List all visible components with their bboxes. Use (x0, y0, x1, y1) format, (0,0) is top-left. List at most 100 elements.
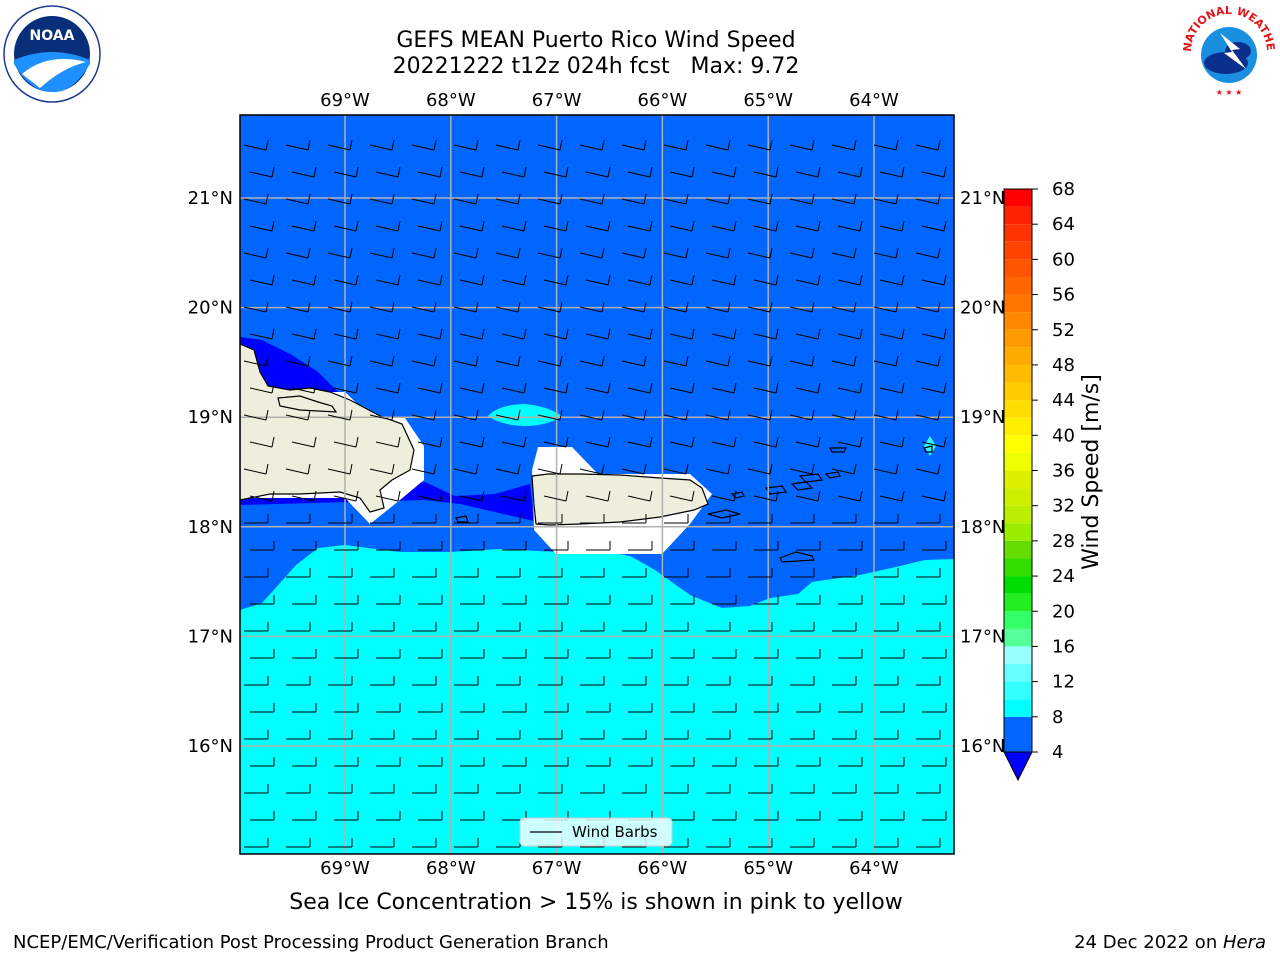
wind-barb (538, 730, 563, 740)
wind-barb (369, 463, 395, 475)
wind-barb (663, 193, 689, 205)
colorbar-tick-label: 40 (1052, 425, 1075, 446)
wind-barb (375, 436, 401, 448)
lon-tick-label: 65°W (743, 858, 793, 879)
wind-barb (796, 595, 821, 605)
wind-barb (544, 649, 569, 659)
wind-barb (537, 193, 563, 205)
colorbar-segment (1004, 347, 1032, 365)
wind-barb (417, 220, 443, 232)
wind-barb (417, 436, 443, 448)
wind-barb (417, 382, 443, 394)
wind-barb (496, 676, 521, 686)
wind-barb (832, 568, 857, 578)
wind-barb (369, 301, 395, 313)
wind-barb (790, 514, 815, 524)
wind-barb (621, 409, 647, 421)
colorbar-tick-label: 32 (1052, 496, 1075, 517)
colorbar-segment (1004, 470, 1032, 489)
wind-barb (369, 193, 395, 205)
wind-barb (621, 247, 647, 259)
wind-barb (285, 409, 311, 421)
wind-barb (412, 676, 437, 686)
colorbar-segment (1004, 558, 1032, 577)
wind-barb (873, 409, 899, 421)
wind-barb (286, 676, 311, 686)
wind-barb (837, 436, 863, 448)
wind-barb (916, 784, 941, 794)
wind-barb (496, 784, 521, 794)
wind-barb (585, 274, 611, 286)
colorbar-tick-label: 64 (1052, 214, 1075, 235)
colorbar-segment (1004, 435, 1032, 453)
wind-barb (249, 328, 275, 340)
wind-barb (706, 622, 731, 632)
wind-barb (454, 730, 479, 740)
lat-tick-label: 17°N (960, 626, 1005, 647)
wind-barb (712, 703, 737, 713)
wind-barb (586, 703, 611, 713)
colorbar-segment (1004, 206, 1032, 225)
wind-barb (670, 811, 695, 821)
wind-barb (664, 514, 689, 524)
wind-barb (411, 247, 437, 259)
wind-barb (291, 436, 317, 448)
wind-barb (334, 757, 359, 767)
colorbar-tick-label: 28 (1052, 531, 1075, 552)
nws-logo: NATIONAL WEATHER SERVICE ★ ★ ★ (1176, 0, 1278, 101)
wind-barb (501, 166, 527, 178)
wind-barb (538, 514, 563, 524)
map-frame (239, 114, 955, 855)
colorbar-segment (1004, 681, 1032, 700)
wind-barb (544, 595, 569, 605)
wind-barb (921, 490, 947, 502)
wind-barb (879, 274, 905, 286)
wind-barb (585, 220, 611, 232)
colorbar-tick-label: 12 (1052, 672, 1075, 693)
wind-barb (292, 649, 317, 659)
wind-barb (579, 301, 605, 313)
wind-barb (502, 541, 527, 551)
wind-barb (375, 382, 401, 394)
wind-barb (243, 193, 269, 205)
wind-barb (796, 649, 821, 659)
wind-barb (286, 730, 311, 740)
wind-barb (369, 355, 395, 367)
colorbar-tick-label: 44 (1052, 390, 1075, 411)
colorbar-segment (1004, 628, 1032, 647)
lon-tick-label: 68°W (426, 858, 476, 879)
wind-barb (495, 463, 521, 475)
wind-barb (832, 514, 857, 524)
virgin-islands-3 (798, 473, 824, 483)
wind-barb (453, 193, 479, 205)
wind-barb (501, 490, 527, 502)
wind-barb (328, 784, 353, 794)
wind-barb (454, 514, 479, 524)
wind-barb (621, 355, 647, 367)
wind-barb (454, 676, 479, 686)
wind-barb (747, 193, 773, 205)
wind-barb (579, 409, 605, 421)
wind-barb (285, 247, 311, 259)
sea-ice-note: Sea Ice Concentration > 15% is shown in … (289, 890, 903, 915)
colorbar-label: Wind Speed [m/s] (1079, 374, 1104, 570)
wind-barb (502, 649, 527, 659)
wind-barb (622, 784, 647, 794)
wind-barb (411, 355, 437, 367)
wind-barb (628, 649, 653, 659)
wind-barb (369, 247, 395, 259)
wind-barb (543, 328, 569, 340)
lat-tick-label: 18°N (960, 517, 1005, 538)
wind-barb (664, 622, 689, 632)
wind-barb (585, 166, 611, 178)
wind-barb (454, 568, 479, 578)
wind-barb (711, 220, 737, 232)
wind-barb (915, 193, 941, 205)
wind-barb (375, 220, 401, 232)
wind-barb (586, 541, 611, 551)
wind-barb (880, 811, 905, 821)
wind-barb (796, 541, 821, 551)
wind-barb (417, 328, 443, 340)
wind-barb (411, 139, 437, 151)
wind-barb (538, 676, 563, 686)
